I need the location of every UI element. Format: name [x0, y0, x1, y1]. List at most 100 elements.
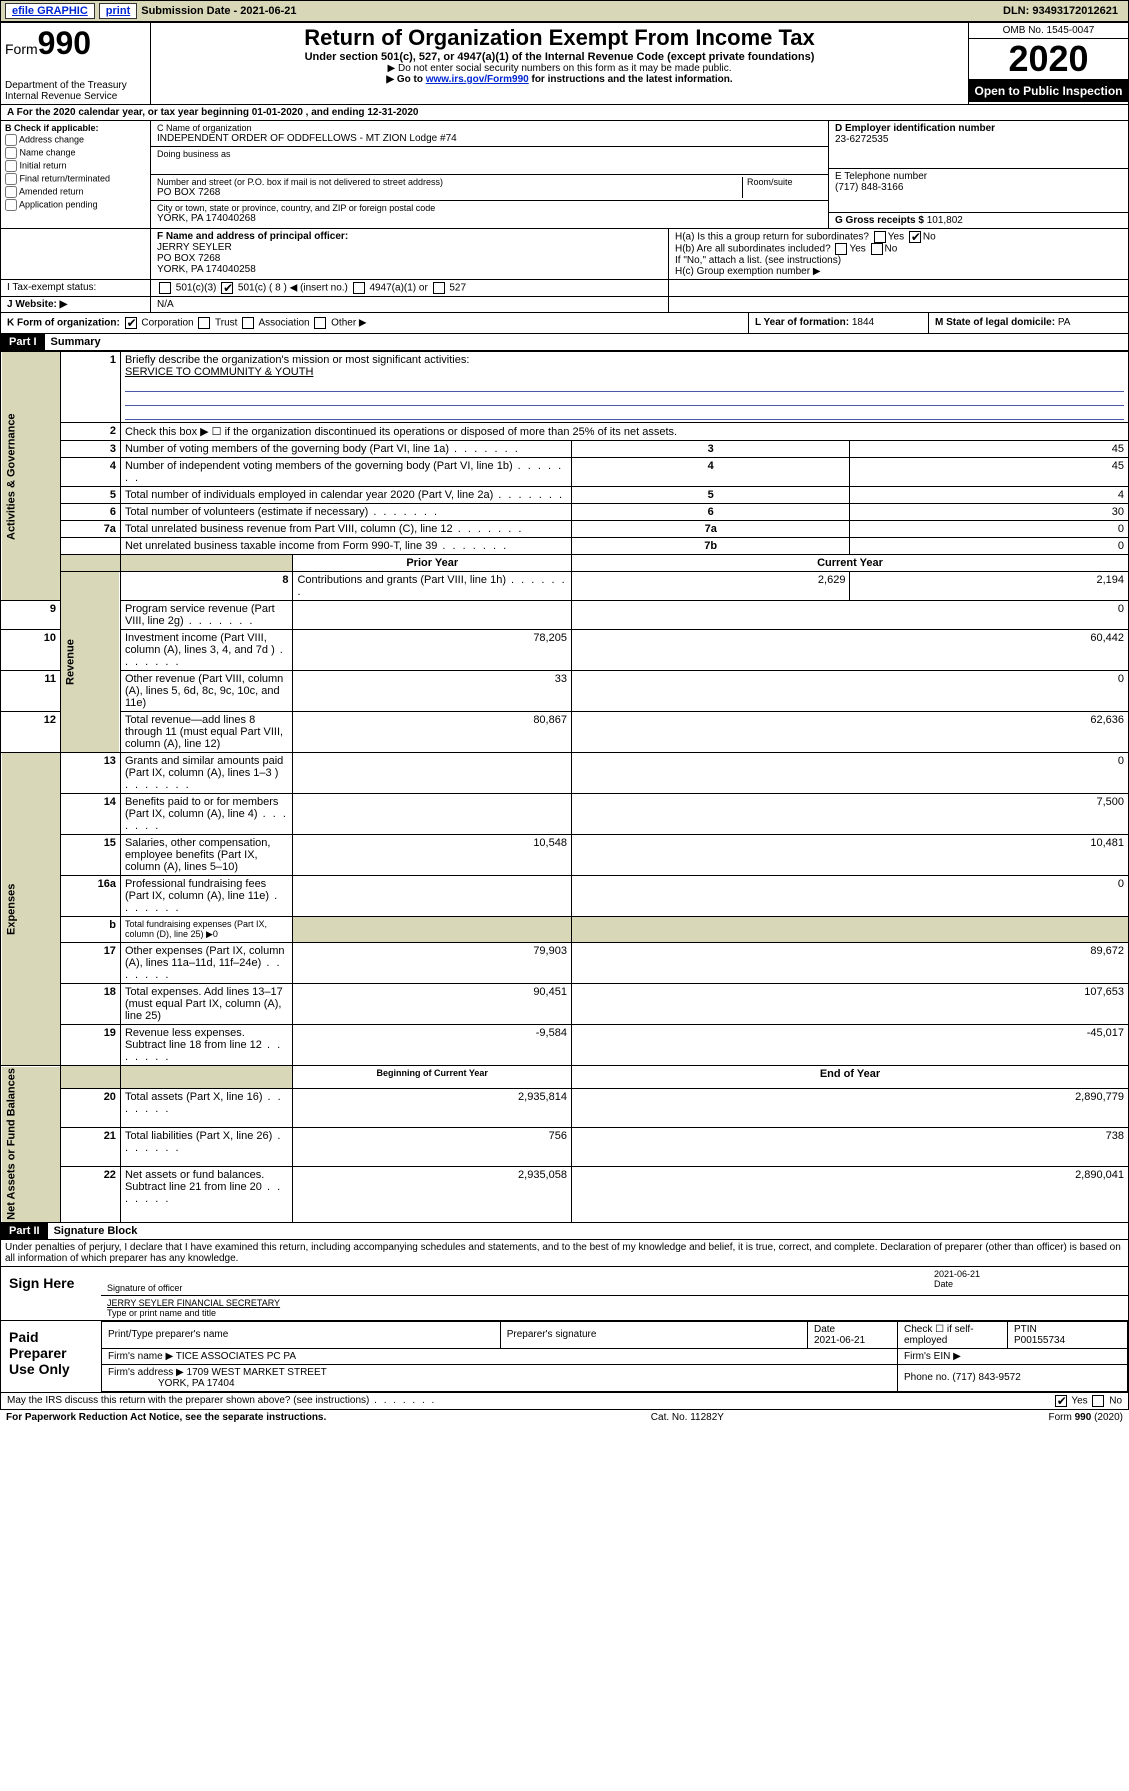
row-7b: Net unrelated business taxable income fr… [1, 538, 1129, 555]
hb-yes[interactable] [835, 243, 847, 255]
paid-preparer-label: Paid Preparer Use Only [1, 1321, 101, 1392]
c-label: C Name of organization [157, 123, 822, 133]
efile-button[interactable]: efile GRAPHIC [5, 3, 95, 19]
cb-name[interactable]: Name change [5, 147, 146, 159]
submission-date: Submission Date - 2021-06-21 [141, 5, 296, 17]
dba-label: Doing business as [157, 149, 822, 159]
side-net: Net Assets or Fund Balances [1, 1066, 61, 1223]
signature-block: Sign Here Signature of officer 2021-06-2… [0, 1266, 1129, 1393]
pp-date: 2021-06-21 [814, 1335, 865, 1346]
addr-label: Number and street (or P.O. box if mail i… [157, 177, 742, 187]
i-label: I Tax-exempt status: [1, 280, 151, 296]
footer-mid: Cat. No. 11282Y [651, 1412, 724, 1423]
pp-h-self: Check ☐ if self-employed [898, 1321, 1008, 1348]
row-4: 4Number of independent voting members of… [1, 458, 1129, 487]
part1-header: Part I Summary [0, 334, 1129, 351]
tax-year: 2020 [969, 39, 1128, 80]
room-label: Room/suite [742, 177, 822, 198]
firm-name: TICE ASSOCIATES PC PA [176, 1351, 296, 1362]
cb-trust[interactable] [198, 317, 210, 329]
phone-label: E Telephone number [835, 171, 927, 182]
goto-prefix: ▶ Go to [386, 74, 425, 85]
org-city: YORK, PA 174040268 [157, 213, 822, 224]
m-block: M State of legal domicile: PA [928, 313, 1128, 333]
cb-initial[interactable]: Initial return [5, 160, 146, 172]
footer-right: Form 990 (2020) [1049, 1412, 1123, 1423]
firm-phone-label: Phone no. [904, 1372, 950, 1383]
part1-badge: Part I [1, 334, 45, 350]
omb-number: OMB No. 1545-0047 [969, 23, 1128, 39]
ha-yes[interactable] [874, 231, 886, 243]
pp-h-date: Date [814, 1324, 835, 1335]
part2-badge: Part II [1, 1223, 48, 1239]
cb-amended[interactable]: Amended return [5, 186, 146, 198]
cb-527[interactable] [433, 282, 445, 294]
form-subtitle: Under section 501(c), 527, or 4947(a)(1)… [157, 51, 962, 63]
pp-ptin: P00155734 [1014, 1335, 1065, 1346]
cb-address[interactable]: Address change [5, 134, 146, 146]
cb-pending[interactable]: Application pending [5, 199, 146, 211]
website-value: N/A [151, 297, 668, 312]
discuss-yes[interactable] [1055, 1395, 1067, 1407]
part1-table: Activities & Governance 1 Briefly descri… [0, 351, 1129, 1223]
tax-status-row: I Tax-exempt status: 501(c)(3) 501(c) ( … [0, 280, 1129, 297]
irs-link[interactable]: www.irs.gov/Form990 [426, 74, 529, 85]
q2-text: Check this box ▶ ☐ if the organization d… [120, 423, 1128, 441]
top-bar: efile GRAPHIC print Submission Date - 20… [0, 0, 1129, 22]
dept-label: Department of the Treasury Internal Reve… [5, 80, 146, 102]
org-name: INDEPENDENT ORDER OF ODDFELLOWS - MT ZIO… [157, 133, 822, 144]
sig-name-label: Type or print name and title [107, 1308, 216, 1318]
entity-block: B Check if applicable: Address change Na… [0, 121, 1129, 229]
h-b-note: If "No," attach a list. (see instruction… [675, 255, 1122, 266]
name-address-col: C Name of organization INDEPENDENT ORDER… [151, 121, 828, 228]
officer-city: YORK, PA 174040258 [157, 264, 256, 275]
print-button[interactable]: print [99, 3, 137, 19]
row-6: 6Total number of volunteers (estimate if… [1, 504, 1129, 521]
h-b-row: H(b) Are all subordinates included? Yes … [675, 243, 1122, 255]
gross-value: 101,802 [927, 215, 963, 226]
q1-answer: SERVICE TO COMMUNITY & YOUTH [125, 366, 313, 378]
row-3: 3Number of voting members of the governi… [1, 441, 1129, 458]
k-block: K Form of organization: Corporation Trus… [1, 313, 748, 333]
sig-name: JERRY SEYLER FINANCIAL SECRETARY [107, 1298, 1122, 1308]
ha-no[interactable] [909, 231, 921, 243]
form-note2: ▶ Go to www.irs.gov/Form990 for instruct… [157, 74, 962, 85]
discuss-no[interactable] [1092, 1395, 1104, 1407]
footer-left: For Paperwork Reduction Act Notice, see … [6, 1412, 326, 1423]
side-revenue: Revenue [60, 572, 120, 753]
part2-title: Signature Block [48, 1225, 138, 1237]
phone-value: (717) 848-3166 [835, 182, 903, 193]
cb-501c3[interactable] [159, 282, 171, 294]
form-number: 990 [38, 25, 91, 61]
cb-501c[interactable] [221, 282, 233, 294]
i-options: 501(c)(3) 501(c) ( 8 ) ◀ (insert no.) 49… [151, 280, 668, 296]
h-a-row: H(a) Is this a group return for subordin… [675, 231, 1122, 243]
sign-here-label: Sign Here [1, 1267, 101, 1320]
cb-other[interactable] [314, 317, 326, 329]
part1-title: Summary [45, 336, 101, 348]
open-inspection: Open to Public Inspection [969, 80, 1128, 102]
org-address: PO BOX 7268 [157, 187, 742, 198]
row-7a: 7aTotal unrelated business revenue from … [1, 521, 1129, 538]
hb-no[interactable] [871, 243, 883, 255]
website-row: J Website: ▶ N/A [0, 297, 1129, 313]
form-header: Form990 Department of the Treasury Inter… [0, 22, 1129, 105]
row-5: 5Total number of individuals employed in… [1, 487, 1129, 504]
ein-value: 23-6272535 [835, 134, 888, 145]
form-note1: ▶ Do not enter social security numbers o… [157, 63, 962, 74]
klm-row: K Form of organization: Corporation Trus… [0, 313, 1129, 334]
side-expenses: Expenses [1, 753, 61, 1066]
ein-label2: Firm's EIN ▶ [898, 1348, 1128, 1364]
cb-corp[interactable] [125, 317, 137, 329]
pp-h-sig: Preparer's signature [500, 1321, 807, 1348]
footer: For Paperwork Reduction Act Notice, see … [0, 1410, 1129, 1425]
cb-assoc[interactable] [242, 317, 254, 329]
q1-text: Briefly describe the organization's miss… [125, 354, 469, 366]
checkbox-col-b: B Check if applicable: Address change Na… [1, 121, 151, 228]
paid-table: Print/Type preparer's name Preparer's si… [101, 1321, 1128, 1392]
firm-label: Firm's name ▶ [108, 1351, 173, 1362]
right-info-col: D Employer identification number 23-6272… [828, 121, 1128, 228]
line-a: A For the 2020 calendar year, or tax yea… [0, 105, 1129, 121]
cb-final[interactable]: Final return/terminated [5, 173, 146, 185]
cb-4947[interactable] [353, 282, 365, 294]
